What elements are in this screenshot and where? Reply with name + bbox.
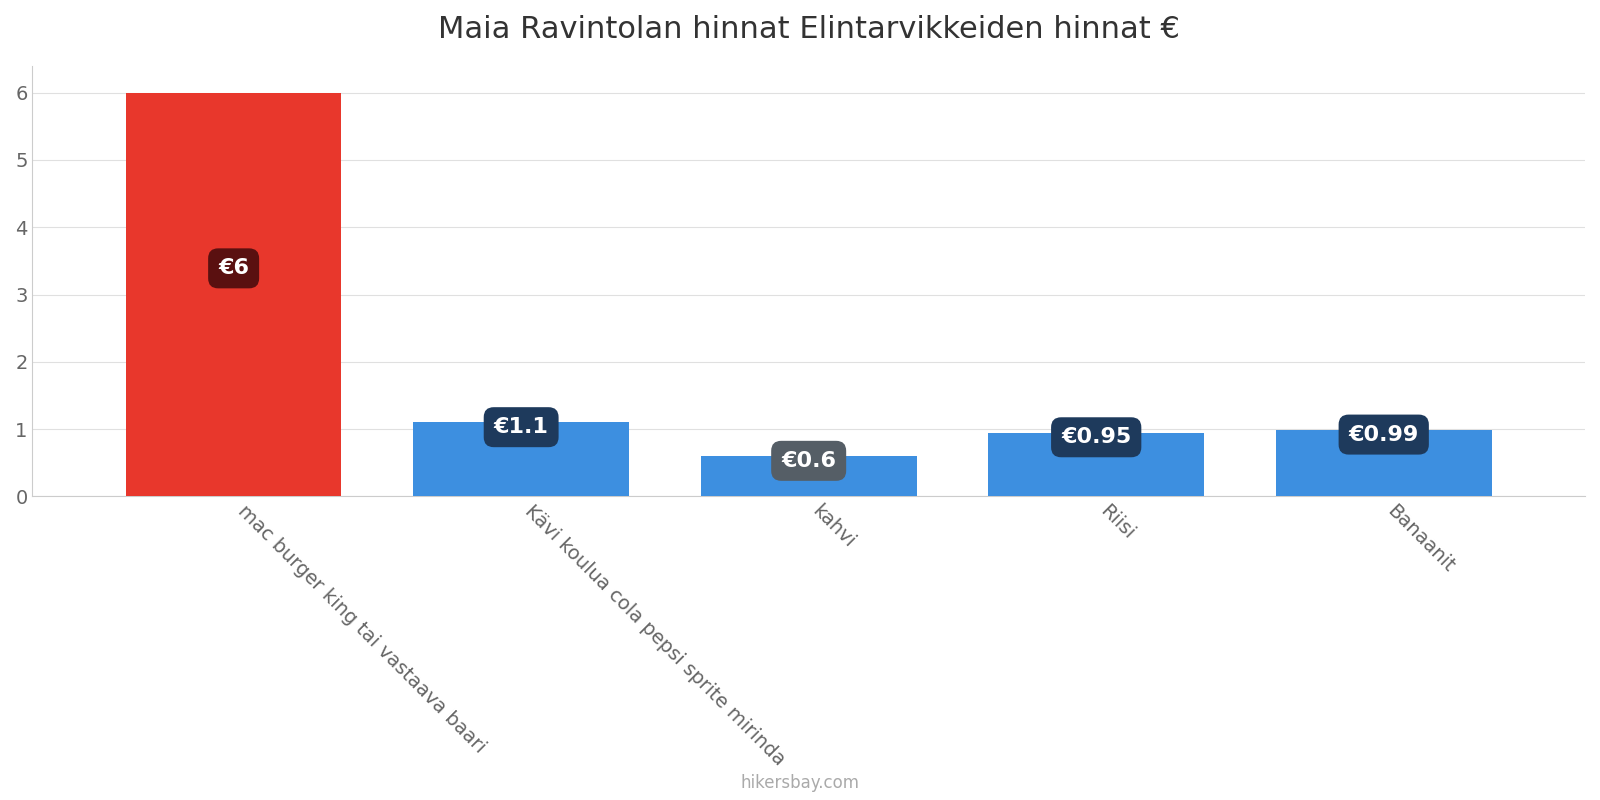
- Text: €0.95: €0.95: [1061, 427, 1131, 447]
- Bar: [1275, 430, 1491, 497]
- Bar: [701, 456, 917, 497]
- Title: Maia Ravintolan hinnat Elintarvikkeiden hinnat €: Maia Ravintolan hinnat Elintarvikkeiden …: [438, 15, 1179, 44]
- Text: €0.99: €0.99: [1349, 425, 1419, 445]
- Text: €0.6: €0.6: [781, 451, 837, 471]
- Bar: [989, 433, 1205, 497]
- Bar: [126, 93, 341, 497]
- Text: hikersbay.com: hikersbay.com: [741, 774, 859, 792]
- Text: €6: €6: [218, 258, 250, 278]
- Text: €1.1: €1.1: [494, 417, 549, 437]
- Bar: [413, 422, 629, 497]
